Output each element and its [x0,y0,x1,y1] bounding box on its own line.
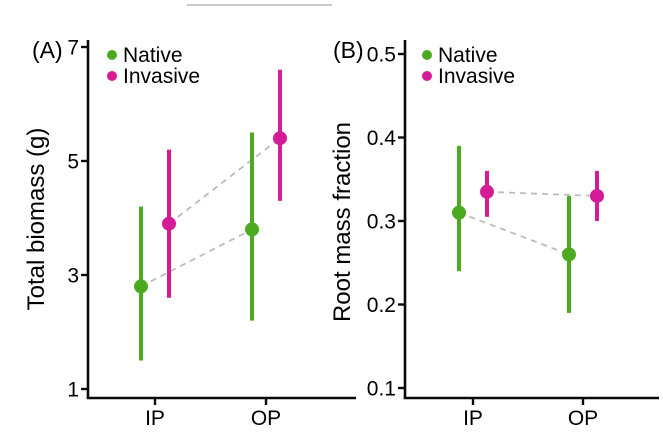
legend-dot-native [107,50,117,60]
y-tick-label: 0.1 [367,378,396,401]
x-category-label: IP [145,407,165,430]
legend-label-native: Native [438,44,498,67]
y-tick-label: 0.5 [367,44,396,67]
legend-label-native: Native [123,44,183,67]
y-axis-title: Root mass fraction [329,122,356,322]
legend-dot-invasive [107,71,117,81]
point-invasive-op [590,188,604,203]
point-invasive-op [273,131,287,146]
y-tick-label: 0.4 [367,127,397,150]
y-tick-label: 3 [67,265,79,288]
y-tick-label: 5 [67,151,79,174]
panel-b: 0.1 0.2 0.3 0.4 0.5 IP OP (B) Root mass fraction… [329,37,659,430]
y-tick-label: 1 [67,379,79,402]
panel-tag: (B) [333,37,364,63]
point-invasive-ip [480,184,494,199]
x-category-label: IP [463,407,483,430]
panel-a: 1 3 5 7 IP OP (A) Total biomass (g) NativeInvasi… [23,37,356,430]
y-tick-label: 0.2 [367,294,396,317]
y-tick-label: 7 [67,37,79,60]
y-axis-title: Total biomass (g) [23,128,50,311]
connector-invasive [168,137,281,225]
point-native-op [562,247,576,262]
legend-dot-invasive [422,71,432,81]
legend-label-invasive: Invasive [438,65,515,88]
connector-native [458,211,570,256]
point-invasive-ip [162,216,176,231]
connector-native [140,228,253,288]
x-category-label: OP [568,407,598,430]
point-native-ip [452,205,466,220]
panel-tag: (A) [32,37,63,63]
point-native-op [245,222,259,237]
legend-dot-native [422,50,432,60]
point-native-ip [134,279,148,294]
legend-label-invasive: Invasive [123,65,200,88]
y-tick-label: 0.3 [367,211,396,234]
connector-invasive [486,190,598,197]
x-category-label: OP [251,407,281,430]
